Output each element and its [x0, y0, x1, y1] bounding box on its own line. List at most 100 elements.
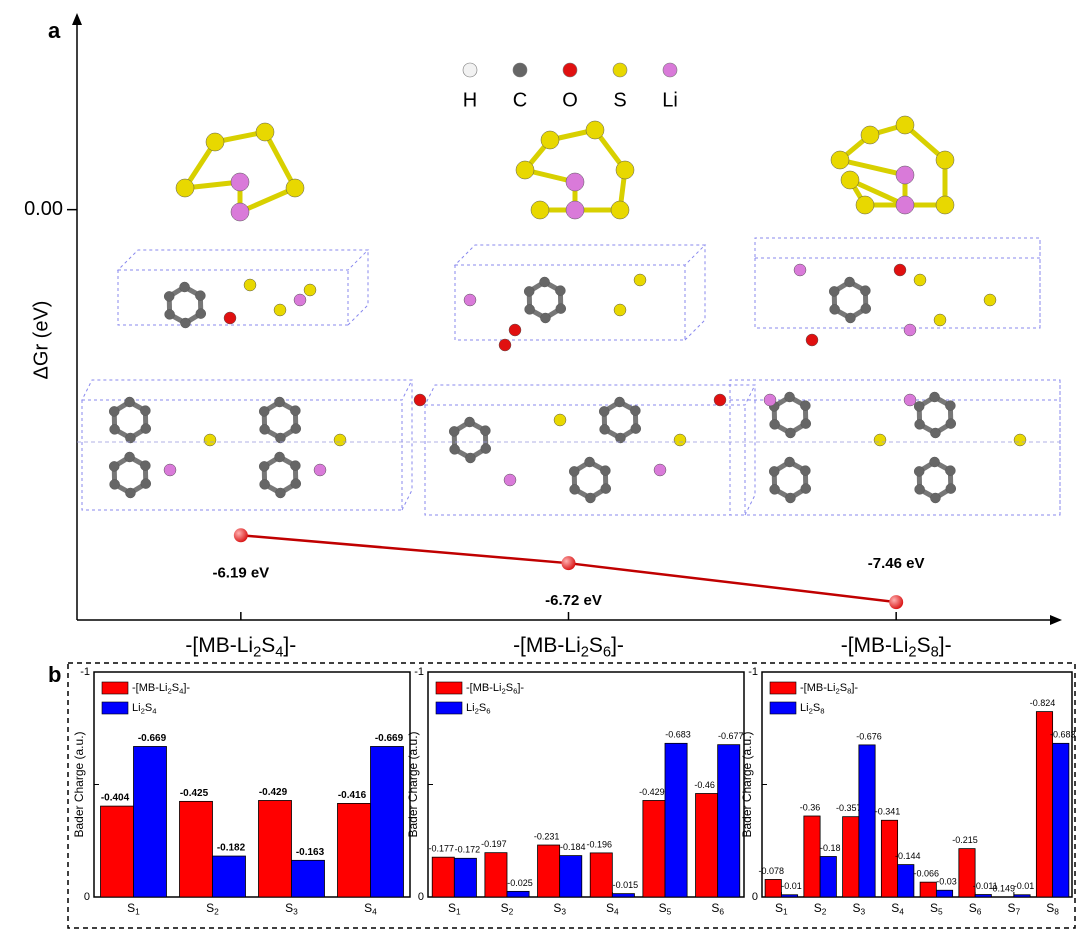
atom [180, 317, 191, 329]
atom [463, 293, 477, 307]
legend-label: -[MB-Li2S8]- [800, 682, 858, 695]
bar [258, 800, 292, 897]
bar-value-label: -0.676 [856, 731, 882, 741]
atom [630, 423, 642, 434]
atom [140, 478, 152, 489]
atom [945, 483, 957, 494]
atom [769, 419, 780, 430]
atom [598, 406, 610, 417]
bar [958, 848, 976, 897]
atom [930, 492, 941, 504]
atom [555, 303, 567, 314]
bar-value-label: -0.01 [1014, 881, 1035, 891]
atom [109, 424, 120, 435]
atom-legend-swatch [612, 62, 628, 78]
bar-value-label: -0.824 [1030, 698, 1056, 708]
bond [839, 157, 906, 178]
atom [860, 285, 871, 296]
y-tick-label: -1 [80, 666, 90, 678]
atom [540, 130, 560, 150]
bar [842, 816, 860, 897]
atom [565, 200, 585, 220]
atom [125, 432, 136, 444]
bar [506, 890, 530, 897]
atom [125, 487, 136, 499]
atom [800, 483, 812, 494]
atom [1013, 433, 1027, 447]
panel-label: a [48, 18, 61, 43]
bar-value-label: -0.144 [895, 851, 921, 861]
atom [124, 396, 135, 408]
bar [935, 889, 954, 897]
atom [140, 423, 152, 434]
bar [717, 744, 741, 897]
atom [258, 461, 270, 472]
atom [274, 396, 285, 408]
x-tick-label: -[MB-Li2S4]- [185, 634, 296, 661]
bar-value-label: -0.341 [875, 807, 901, 817]
bar [453, 857, 477, 897]
atom [653, 463, 667, 477]
atom [480, 443, 492, 454]
bar [919, 881, 937, 897]
atom [913, 466, 925, 477]
atom [480, 425, 491, 436]
energy-label: -6.19 eV [212, 564, 269, 581]
atom [585, 492, 596, 504]
atom [893, 263, 907, 277]
bar-value-label: -0.066 [913, 869, 939, 879]
x-tick-label: S1 [775, 901, 788, 917]
energy-label: -7.46 eV [868, 555, 925, 572]
x-tick-label: S8 [1046, 901, 1059, 917]
bar [537, 844, 561, 897]
bar-value-label: -0.078 [758, 866, 784, 876]
legend-swatch [101, 681, 129, 695]
atom [243, 278, 257, 292]
atom [164, 309, 175, 320]
legend-swatch [435, 701, 463, 715]
atom [498, 338, 512, 352]
bar-value-label: -0.025 [507, 878, 533, 888]
atom [465, 452, 476, 464]
bar-value-label: -0.231 [534, 831, 560, 841]
bar-value-label: -0.677 [718, 731, 744, 741]
atom [273, 303, 287, 317]
atom [673, 433, 687, 447]
atom [785, 492, 796, 504]
atom [140, 460, 151, 471]
unit-cell [116, 249, 370, 326]
bar-value-label: -0.015 [613, 880, 639, 890]
atom [613, 303, 627, 317]
atom [615, 160, 635, 180]
atom [448, 426, 460, 437]
bar [858, 744, 876, 897]
y-tick-label: 0 [418, 891, 424, 903]
atom [895, 165, 915, 185]
energy-point [889, 595, 904, 610]
atom [840, 170, 860, 190]
atom [903, 393, 917, 407]
atom [515, 160, 535, 180]
bar-value-label: -0.429 [639, 787, 665, 797]
y-tick-label: -1 [414, 666, 424, 678]
bond [848, 177, 907, 208]
bar [664, 742, 688, 897]
atom [109, 479, 120, 490]
atom [223, 311, 237, 325]
atom [464, 416, 475, 428]
atom-legend-label: O [562, 89, 578, 111]
bar-value-label: -0.196 [587, 839, 613, 849]
atom [290, 423, 302, 434]
bar-value-label: -0.683 [665, 730, 691, 740]
atom [163, 463, 177, 477]
atom [553, 413, 567, 427]
panel-label: b [48, 662, 61, 687]
y-axis-label: Bader Charge (a.u.) [740, 731, 754, 837]
bar-value-label: -0.177 [429, 844, 455, 854]
atom [903, 323, 917, 337]
atom [784, 391, 795, 403]
atom [763, 393, 777, 407]
bar [642, 800, 666, 897]
legend-label: -[MB-Li2S4]- [132, 682, 190, 695]
